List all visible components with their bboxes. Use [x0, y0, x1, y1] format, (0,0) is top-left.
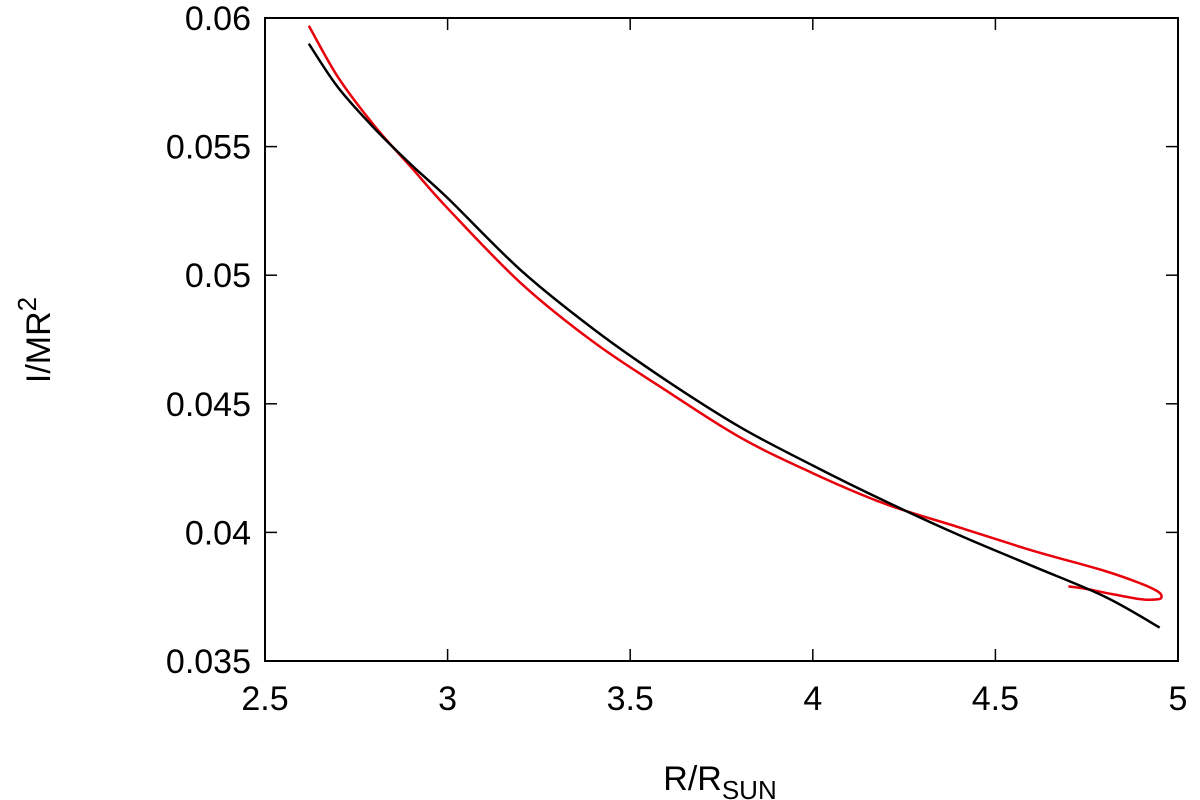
y-tick-label: 0.055 — [166, 129, 251, 167]
plot-frame-group — [264, 17, 1179, 662]
labels-group: R/RSUN I/MR2 — [12, 297, 777, 800]
plot-frame — [264, 17, 1179, 662]
y-tick-label: 0.05 — [185, 257, 251, 295]
ticks-group: 2.5 3 3.5 4 4.5 5 0.035 0.04 0.045 0.05 0.055 0.06 — [166, 0, 1188, 718]
x-tick-label: 4 — [803, 680, 822, 718]
x-tick-label: 4.5 — [972, 680, 1019, 718]
x-tick-label: 2.5 — [241, 680, 288, 718]
y-tick-label: 0.06 — [185, 0, 251, 38]
y-tick-label: 0.045 — [166, 386, 251, 424]
y-tick-label: 0.035 — [166, 643, 251, 681]
x-tick-label: 3.5 — [607, 680, 654, 718]
x-tick-label: 3 — [438, 680, 457, 718]
series-group — [307, 25, 1163, 629]
x-axis-label: R/RSUN — [663, 760, 776, 800]
series-line-black — [307, 43, 1161, 629]
x-tick-label: 5 — [1169, 680, 1188, 718]
y-tick-label: 0.04 — [185, 514, 251, 552]
y-axis-label: I/MR2 — [12, 297, 58, 383]
series-line-red — [307, 25, 1163, 602]
